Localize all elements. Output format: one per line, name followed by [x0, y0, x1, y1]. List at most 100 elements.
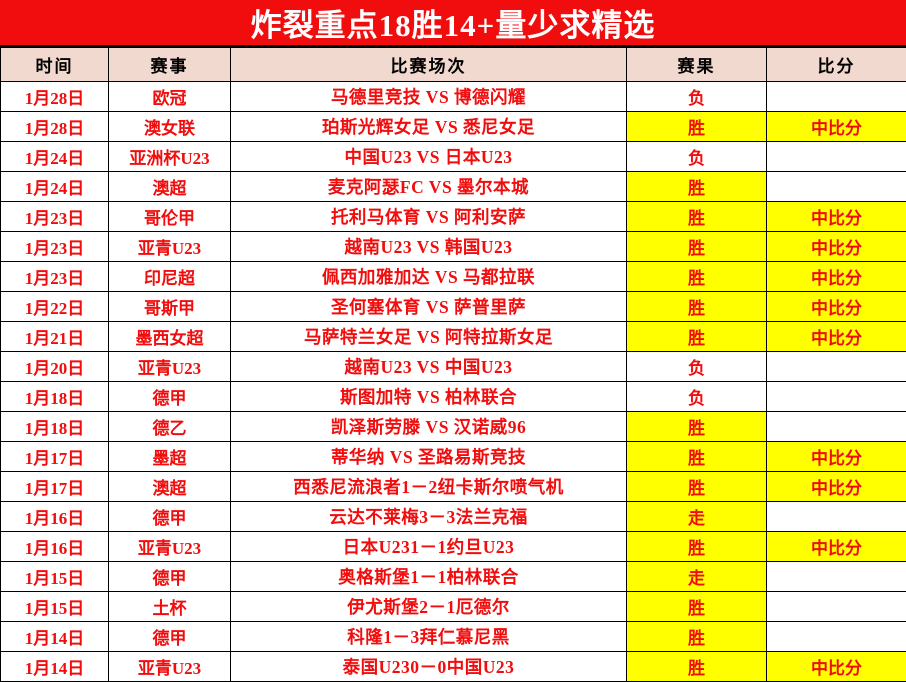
cell-match: 佩西加雅加达 VS 马都拉联: [231, 262, 627, 292]
cell-league: 德甲: [109, 622, 231, 652]
cell-time: 1月17日: [1, 472, 109, 502]
cell-league: 亚洲杯U23: [109, 142, 231, 172]
cell-time: 1月14日: [1, 652, 109, 682]
cell-score: 中比分: [767, 442, 906, 472]
cell-result: 走: [627, 502, 767, 532]
cell-result: 胜: [627, 322, 767, 352]
cell-time: 1月28日: [1, 82, 109, 112]
cell-league: 亚青U23: [109, 352, 231, 382]
cell-league: 德乙: [109, 412, 231, 442]
cell-result: 胜: [627, 532, 767, 562]
cell-match: 中国U23 VS 日本U23: [231, 142, 627, 172]
cell-league: 墨超: [109, 442, 231, 472]
cell-match: 蒂华纳 VS 圣路易斯竞技: [231, 442, 627, 472]
cell-league: 印尼超: [109, 262, 231, 292]
cell-league: 土杯: [109, 592, 231, 622]
cell-match: 泰国U230－0中国U23: [231, 652, 627, 682]
cell-league: 德甲: [109, 382, 231, 412]
table-row: 1月28日欧冠马德里竞技 VS 博德闪耀负: [1, 82, 906, 112]
table-header: 时间 赛事 比赛场次 赛果 比分: [1, 48, 906, 82]
cell-score: 中比分: [767, 322, 906, 352]
cell-league: 澳女联: [109, 112, 231, 142]
cell-result: 胜: [627, 232, 767, 262]
table-row: 1月22日哥斯甲圣何塞体育 VS 萨普里萨胜中比分: [1, 292, 906, 322]
cell-time: 1月22日: [1, 292, 109, 322]
cell-score: 中比分: [767, 202, 906, 232]
cell-match: 日本U231－1约旦U23: [231, 532, 627, 562]
cell-result: 胜: [627, 442, 767, 472]
cell-match: 麦克阿瑟FC VS 墨尔本城: [231, 172, 627, 202]
table-row: 1月18日德甲斯图加特 VS 柏林联合负: [1, 382, 906, 412]
table-row: 1月17日澳超西悉尼流浪者1－2纽卡斯尔喷气机胜中比分: [1, 472, 906, 502]
table-row: 1月16日德甲云达不莱梅3－3法兰克福走: [1, 502, 906, 532]
cell-score: [767, 142, 906, 172]
table-row: 1月21日墨西女超马萨特兰女足 VS 阿特拉斯女足胜中比分: [1, 322, 906, 352]
cell-result: 负: [627, 382, 767, 412]
cell-match: 云达不莱梅3－3法兰克福: [231, 502, 627, 532]
table-row: 1月15日德甲奥格斯堡1－1柏林联合走: [1, 562, 906, 592]
cell-result: 负: [627, 82, 767, 112]
cell-score: [767, 82, 906, 112]
cell-league: 德甲: [109, 502, 231, 532]
column-header-league: 赛事: [109, 48, 231, 82]
cell-match: 凯泽斯劳滕 VS 汉诺威96: [231, 412, 627, 442]
cell-score: 中比分: [767, 532, 906, 562]
cell-result: 胜: [627, 622, 767, 652]
cell-result: 胜: [627, 172, 767, 202]
cell-time: 1月17日: [1, 442, 109, 472]
cell-match: 托利马体育 VS 阿利安萨: [231, 202, 627, 232]
cell-time: 1月14日: [1, 622, 109, 652]
table-row: 1月15日土杯伊尤斯堡2－1厄德尔胜: [1, 592, 906, 622]
cell-score: 中比分: [767, 232, 906, 262]
cell-match: 越南U23 VS 韩国U23: [231, 232, 627, 262]
cell-result: 胜: [627, 472, 767, 502]
cell-score: [767, 352, 906, 382]
cell-time: 1月15日: [1, 562, 109, 592]
cell-time: 1月23日: [1, 202, 109, 232]
table-header-row: 时间 赛事 比赛场次 赛果 比分: [1, 48, 906, 82]
cell-league: 墨西女超: [109, 322, 231, 352]
column-header-match: 比赛场次: [231, 48, 627, 82]
cell-score: [767, 592, 906, 622]
cell-result: 走: [627, 562, 767, 592]
page-title: 炸裂重点18胜14+量少求精选: [0, 0, 906, 47]
cell-league: 哥伦甲: [109, 202, 231, 232]
table-row: 1月24日澳超麦克阿瑟FC VS 墨尔本城胜: [1, 172, 906, 202]
cell-time: 1月24日: [1, 142, 109, 172]
table-row: 1月17日墨超蒂华纳 VS 圣路易斯竞技胜中比分: [1, 442, 906, 472]
cell-score: [767, 562, 906, 592]
cell-score: [767, 172, 906, 202]
cell-match: 马萨特兰女足 VS 阿特拉斯女足: [231, 322, 627, 352]
cell-time: 1月18日: [1, 382, 109, 412]
cell-time: 1月15日: [1, 592, 109, 622]
cell-score: [767, 412, 906, 442]
cell-score: 中比分: [767, 262, 906, 292]
cell-league: 哥斯甲: [109, 292, 231, 322]
cell-match: 科隆1－3拜仁慕尼黑: [231, 622, 627, 652]
cell-result: 负: [627, 352, 767, 382]
cell-result: 胜: [627, 412, 767, 442]
cell-result: 胜: [627, 112, 767, 142]
cell-match: 圣何塞体育 VS 萨普里萨: [231, 292, 627, 322]
cell-score: [767, 622, 906, 652]
column-header-time: 时间: [1, 48, 109, 82]
cell-time: 1月23日: [1, 262, 109, 292]
cell-result: 胜: [627, 262, 767, 292]
cell-league: 亚青U23: [109, 532, 231, 562]
cell-match: 奥格斯堡1－1柏林联合: [231, 562, 627, 592]
cell-time: 1月18日: [1, 412, 109, 442]
cell-score: 中比分: [767, 472, 906, 502]
cell-score: [767, 382, 906, 412]
cell-result: 胜: [627, 202, 767, 232]
table-row: 1月28日澳女联珀斯光辉女足 VS 悉尼女足胜中比分: [1, 112, 906, 142]
table-row: 1月23日哥伦甲托利马体育 VS 阿利安萨胜中比分: [1, 202, 906, 232]
cell-match: 斯图加特 VS 柏林联合: [231, 382, 627, 412]
cell-time: 1月23日: [1, 232, 109, 262]
cell-league: 欧冠: [109, 82, 231, 112]
